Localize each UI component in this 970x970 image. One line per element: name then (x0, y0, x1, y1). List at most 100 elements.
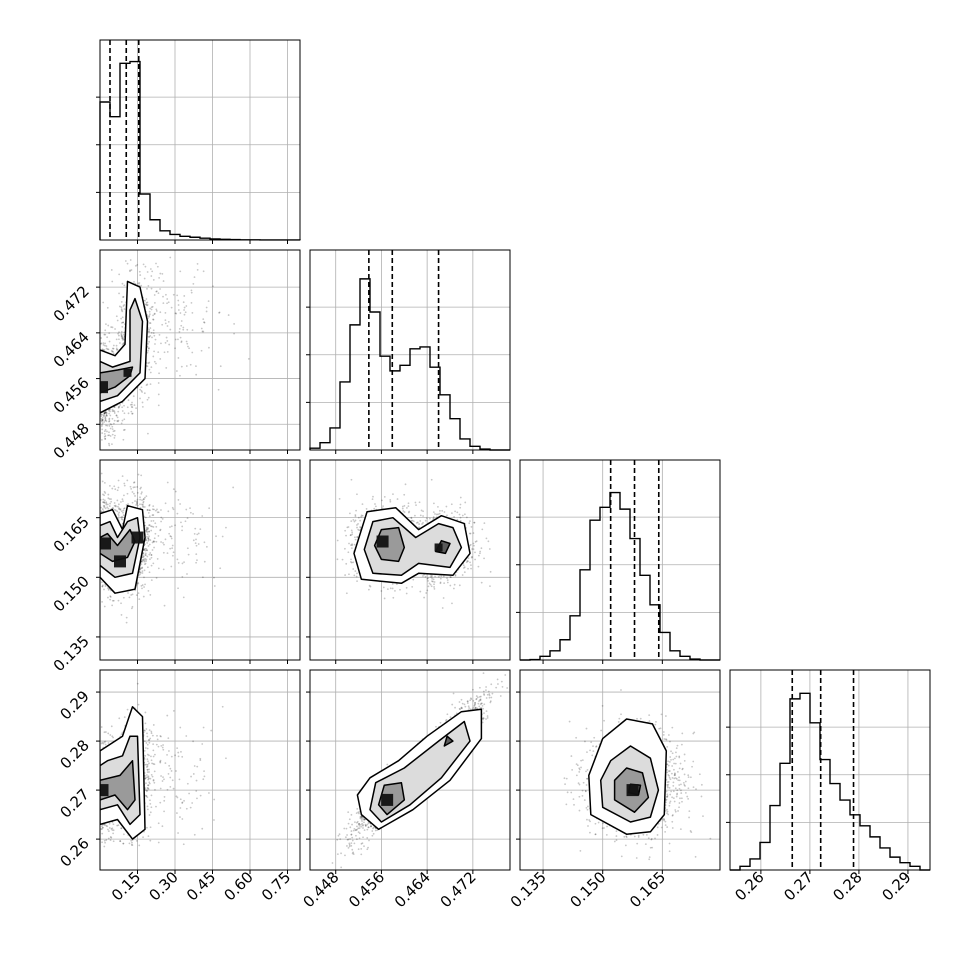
scatter-point (162, 542, 164, 544)
scatter-point (112, 352, 115, 355)
scatter-point (354, 570, 357, 572)
scatter-point (176, 558, 179, 561)
scatter-point (108, 420, 111, 422)
scatter-point (156, 265, 159, 268)
scatter-point (183, 309, 185, 311)
scatter-point (148, 782, 151, 785)
scatter-point (178, 330, 181, 333)
scatter-point (102, 501, 104, 504)
scatter-point (144, 299, 146, 302)
scatter-point (441, 607, 444, 609)
scatter-point (152, 505, 155, 508)
scatter-point (130, 405, 133, 408)
panel-frame (729, 669, 931, 871)
scatter-point (142, 554, 144, 557)
scatter-point (133, 404, 136, 407)
scatter-point (422, 515, 424, 517)
scatter-point (203, 321, 205, 324)
density-peak (100, 381, 108, 394)
scatter-point (374, 505, 377, 508)
scatter-point (463, 513, 466, 516)
scatter-point (428, 517, 431, 520)
panel-frame (99, 39, 301, 241)
scatter-point (147, 349, 149, 352)
scatter-point (136, 581, 139, 584)
scatter-point (147, 537, 150, 539)
scatter-point (350, 558, 352, 561)
scatter-point (353, 574, 356, 577)
scatter-point (130, 487, 133, 490)
scatter-point (123, 404, 125, 407)
scatter-point (205, 310, 208, 313)
scatter-point (357, 528, 360, 531)
scatter-point (125, 616, 128, 619)
scatter-point (194, 527, 197, 530)
scatter-point (131, 403, 133, 406)
scatter-point (148, 543, 151, 546)
scatter-point (115, 348, 118, 351)
scatter-point (100, 413, 103, 416)
scatter-point (143, 559, 146, 562)
scatter-point (152, 519, 155, 522)
scatter-point (131, 593, 134, 596)
scatter-point (170, 525, 173, 528)
scatter-point (431, 574, 433, 577)
scatter-point (429, 575, 432, 578)
scatter-point (175, 312, 178, 315)
scatter-point (164, 341, 167, 344)
scatter-point (153, 312, 156, 315)
scatter-point (129, 403, 132, 406)
scatter-point (419, 520, 422, 522)
scatter-point (155, 540, 158, 543)
scatter-point (100, 506, 102, 509)
scatter-point (437, 575, 440, 578)
scatter-point (101, 348, 104, 351)
scatter-point (129, 259, 132, 261)
scatter-point (120, 334, 123, 337)
scatter-point (141, 505, 144, 508)
scatter-point (143, 558, 145, 561)
scatter-point (196, 263, 199, 265)
scatter-point (120, 422, 123, 425)
scatter-point (139, 388, 142, 391)
scatter-point (351, 544, 354, 547)
scatter-point (129, 270, 131, 273)
scatter-point (159, 311, 162, 314)
scatter-point (152, 540, 155, 543)
scatter-point (120, 306, 123, 309)
scatter-point (103, 414, 105, 417)
scatter-point (344, 529, 347, 532)
scatter-point (142, 552, 145, 555)
scatter-point (162, 551, 165, 554)
panel-frame (99, 459, 301, 661)
scatter-point (389, 500, 392, 503)
scatter-point (383, 495, 386, 498)
scatter-point (144, 583, 146, 586)
scatter-point (146, 763, 149, 766)
scatter-point (117, 406, 120, 409)
scatter-point (158, 333, 161, 336)
scatter-point (137, 592, 140, 595)
scatter-point (192, 282, 195, 285)
scatter-point (350, 520, 353, 523)
scatter-point (147, 511, 150, 514)
scatter-point (142, 552, 145, 554)
scatter-point (102, 501, 105, 504)
scatter-point (120, 510, 123, 513)
scatter-point (109, 596, 112, 598)
scatter-point (136, 491, 139, 494)
scatter-point (131, 491, 134, 493)
scatter-point (165, 367, 168, 369)
scatter-point (382, 505, 384, 508)
scatter-point (459, 503, 462, 506)
scatter-point (117, 419, 120, 422)
scatter-point (152, 279, 155, 281)
scatter-point (143, 576, 145, 579)
scatter-point (159, 272, 162, 275)
scatter-point (155, 262, 157, 265)
scatter-point (348, 573, 350, 576)
scatter-point (139, 573, 141, 576)
scatter-point (113, 437, 116, 439)
scatter-point (225, 526, 227, 529)
